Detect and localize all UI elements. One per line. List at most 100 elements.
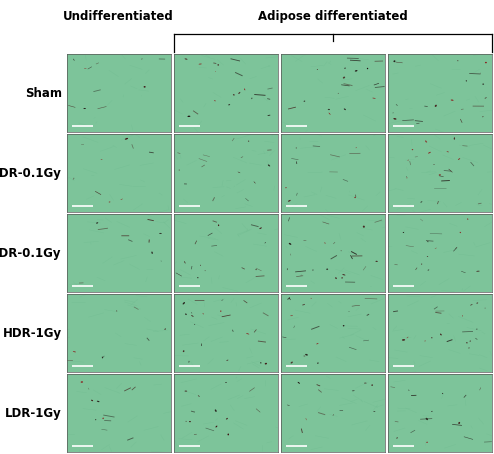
Ellipse shape: [97, 401, 100, 402]
Ellipse shape: [329, 113, 330, 115]
Ellipse shape: [185, 390, 187, 392]
Text: HDR-0.1Gy: HDR-0.1Gy: [0, 167, 62, 180]
Ellipse shape: [412, 149, 413, 150]
Ellipse shape: [435, 248, 437, 249]
Ellipse shape: [238, 92, 240, 94]
Ellipse shape: [344, 109, 346, 110]
Ellipse shape: [217, 64, 219, 65]
Ellipse shape: [251, 98, 252, 99]
Ellipse shape: [447, 151, 449, 152]
Text: Adipose differentiated: Adipose differentiated: [258, 10, 408, 23]
Ellipse shape: [260, 362, 261, 363]
Ellipse shape: [165, 328, 166, 330]
Ellipse shape: [355, 70, 358, 72]
Ellipse shape: [431, 337, 432, 338]
Ellipse shape: [290, 315, 293, 316]
Ellipse shape: [312, 270, 314, 271]
Ellipse shape: [403, 232, 404, 233]
Ellipse shape: [373, 411, 375, 412]
Text: LDR-1Gy: LDR-1Gy: [5, 407, 62, 419]
Ellipse shape: [468, 347, 469, 349]
Ellipse shape: [393, 60, 395, 62]
Ellipse shape: [159, 233, 162, 234]
Ellipse shape: [367, 68, 368, 69]
Ellipse shape: [338, 93, 339, 94]
Ellipse shape: [343, 77, 345, 79]
Ellipse shape: [466, 80, 467, 81]
Ellipse shape: [125, 138, 128, 140]
Ellipse shape: [440, 334, 442, 336]
Ellipse shape: [431, 411, 433, 412]
Ellipse shape: [325, 242, 326, 244]
Text: LDR-0.1Gy: LDR-0.1Gy: [0, 247, 62, 260]
Ellipse shape: [183, 302, 185, 305]
Ellipse shape: [194, 324, 195, 325]
Ellipse shape: [421, 263, 422, 265]
Ellipse shape: [476, 329, 478, 330]
Ellipse shape: [428, 152, 431, 153]
Ellipse shape: [254, 182, 255, 183]
Ellipse shape: [328, 109, 330, 110]
Ellipse shape: [408, 160, 409, 161]
Ellipse shape: [268, 164, 270, 167]
Ellipse shape: [451, 99, 453, 101]
Ellipse shape: [482, 116, 484, 117]
Ellipse shape: [265, 242, 266, 243]
Ellipse shape: [220, 311, 221, 312]
Ellipse shape: [317, 362, 319, 364]
Ellipse shape: [459, 232, 461, 233]
Ellipse shape: [179, 170, 180, 171]
Ellipse shape: [225, 382, 227, 383]
Ellipse shape: [185, 58, 188, 60]
Ellipse shape: [288, 200, 291, 202]
Ellipse shape: [424, 340, 426, 341]
Ellipse shape: [214, 100, 216, 101]
Ellipse shape: [396, 438, 398, 439]
Ellipse shape: [246, 333, 249, 335]
Ellipse shape: [341, 277, 343, 279]
Ellipse shape: [287, 405, 290, 406]
Ellipse shape: [342, 274, 345, 276]
Ellipse shape: [200, 265, 201, 266]
Ellipse shape: [306, 418, 307, 420]
Ellipse shape: [427, 256, 428, 257]
Ellipse shape: [343, 325, 344, 326]
Ellipse shape: [215, 426, 217, 428]
Ellipse shape: [183, 350, 184, 352]
Ellipse shape: [482, 84, 484, 85]
Ellipse shape: [189, 421, 191, 422]
Ellipse shape: [371, 385, 373, 386]
Ellipse shape: [317, 69, 318, 70]
Ellipse shape: [95, 419, 96, 420]
Ellipse shape: [458, 158, 460, 160]
Ellipse shape: [393, 118, 397, 120]
Ellipse shape: [218, 224, 219, 226]
Ellipse shape: [457, 60, 458, 61]
Ellipse shape: [197, 277, 199, 278]
Ellipse shape: [335, 277, 337, 279]
Ellipse shape: [215, 71, 216, 72]
Ellipse shape: [442, 393, 443, 394]
Ellipse shape: [161, 261, 162, 262]
Ellipse shape: [426, 442, 428, 443]
Ellipse shape: [255, 269, 257, 270]
Ellipse shape: [420, 201, 422, 202]
Ellipse shape: [186, 421, 187, 422]
Ellipse shape: [458, 422, 460, 424]
Ellipse shape: [96, 222, 98, 224]
Ellipse shape: [184, 261, 186, 264]
Ellipse shape: [425, 140, 427, 143]
Text: HDR-1Gy: HDR-1Gy: [2, 326, 62, 340]
Ellipse shape: [185, 313, 187, 315]
Ellipse shape: [407, 337, 409, 338]
Ellipse shape: [121, 199, 123, 200]
Ellipse shape: [316, 343, 319, 344]
Ellipse shape: [248, 141, 249, 142]
Ellipse shape: [285, 187, 287, 188]
Ellipse shape: [470, 304, 473, 306]
Ellipse shape: [215, 410, 217, 412]
Ellipse shape: [84, 68, 86, 69]
Ellipse shape: [485, 62, 487, 63]
Ellipse shape: [435, 105, 437, 107]
Ellipse shape: [402, 339, 405, 340]
